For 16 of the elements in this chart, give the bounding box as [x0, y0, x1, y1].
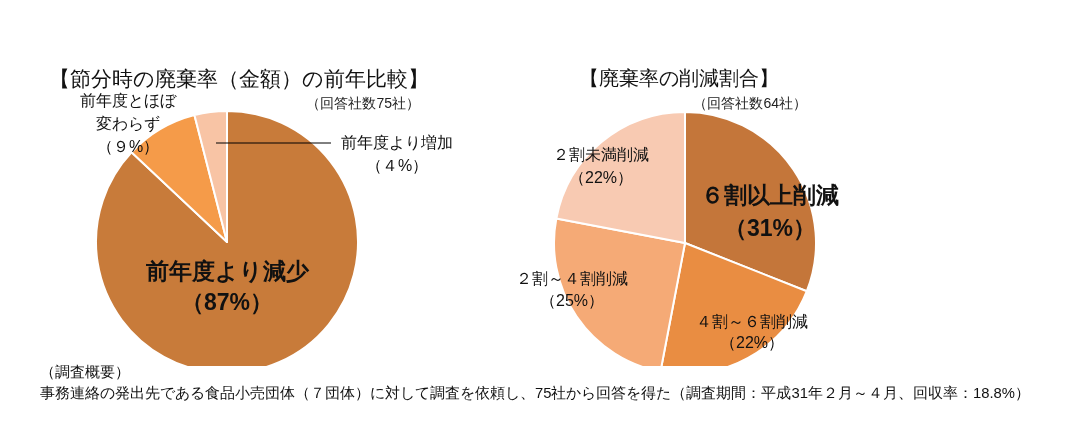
- slice-label: 前年度とほぼ変わらず: [80, 91, 177, 133]
- text: 事務連絡の発出先である食品小売団体（７団体）に対して調査を依頼し、75社から回答を得た（調査期間：平成31年２月～４月、回収率：18.8%）: [40, 384, 1030, 403]
- data-label: （４%）: [365, 157, 429, 174]
- chart-title: 【節分時の廃棄率（金額）の前年比較】: [49, 67, 429, 90]
- data-label: （87%）: [180, 288, 274, 315]
- chart-subtitle: （回答社数64社）: [693, 95, 808, 111]
- chart-title: 【廃棄率の削減割合】: [579, 67, 779, 89]
- chart-subtitle: （回答社数75社）: [306, 95, 421, 111]
- slice-label: ２割未満削減: [553, 146, 649, 163]
- slice-label: ２割～４割削減: [516, 269, 628, 287]
- data-label: （31%）: [723, 214, 817, 241]
- text: （調査概要）: [40, 363, 130, 382]
- slice-label: 前年度より減少: [144, 257, 310, 284]
- slice-label: 前年度より増加: [341, 134, 453, 151]
- data-label: （22%）: [568, 169, 634, 186]
- data-label: （９%）: [96, 137, 160, 155]
